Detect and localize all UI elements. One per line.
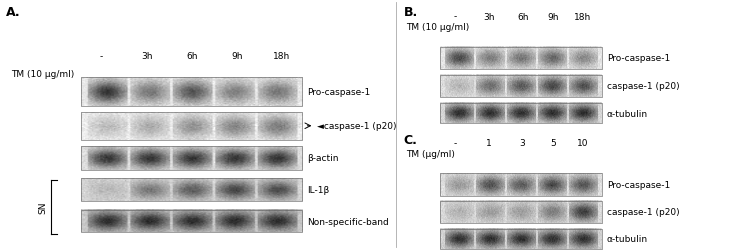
Text: 3: 3 (520, 138, 526, 147)
Text: C.: C. (404, 133, 417, 146)
Text: B.: B. (404, 6, 418, 19)
Bar (81, 112, 302, 140)
Text: β-actin: β-actin (307, 154, 338, 162)
Text: caspase-1 (p20): caspase-1 (p20) (607, 208, 680, 216)
Text: 5: 5 (550, 138, 556, 147)
Bar (440, 76, 602, 98)
Text: caspase-1 (p20): caspase-1 (p20) (607, 82, 680, 91)
Text: α-tubulin: α-tubulin (607, 109, 648, 118)
Text: Pro-caspase-1: Pro-caspase-1 (307, 88, 370, 96)
Text: IL-1β: IL-1β (307, 186, 329, 194)
Bar (440, 229, 602, 249)
Bar (81, 210, 302, 233)
Bar (440, 201, 602, 223)
Text: 6h: 6h (186, 52, 198, 61)
Text: Non-specific-band: Non-specific-band (307, 217, 389, 226)
Text: Pro-caspase-1: Pro-caspase-1 (607, 180, 670, 190)
Text: 10: 10 (577, 138, 589, 147)
Text: ◄caspase-1 (p20): ◄caspase-1 (p20) (317, 122, 396, 131)
Text: A.: A. (6, 6, 20, 19)
Bar (81, 78, 302, 106)
Text: -: - (100, 52, 103, 61)
Text: 9h: 9h (231, 52, 243, 61)
Text: 9h: 9h (547, 12, 559, 22)
Text: 1: 1 (486, 138, 492, 147)
Text: TM (10 µg/ml): TM (10 µg/ml) (406, 23, 469, 32)
Text: 3h: 3h (483, 12, 495, 22)
Text: 3h: 3h (141, 52, 153, 61)
Bar (440, 48, 602, 70)
Text: α-tubulin: α-tubulin (607, 234, 648, 243)
Bar (81, 146, 302, 170)
Bar (440, 104, 602, 124)
Bar (440, 174, 602, 196)
Text: 6h: 6h (517, 12, 529, 22)
Text: -: - (453, 138, 456, 147)
Text: 18h: 18h (274, 52, 290, 61)
Text: Pro-caspase-1: Pro-caspase-1 (607, 54, 670, 63)
Text: 18h: 18h (575, 12, 591, 22)
Text: TM (µg/ml): TM (µg/ml) (406, 149, 455, 158)
Text: TM (10 µg/ml): TM (10 µg/ml) (11, 69, 74, 78)
Bar (81, 179, 302, 201)
Text: -: - (453, 12, 456, 22)
Text: SN: SN (38, 201, 47, 213)
